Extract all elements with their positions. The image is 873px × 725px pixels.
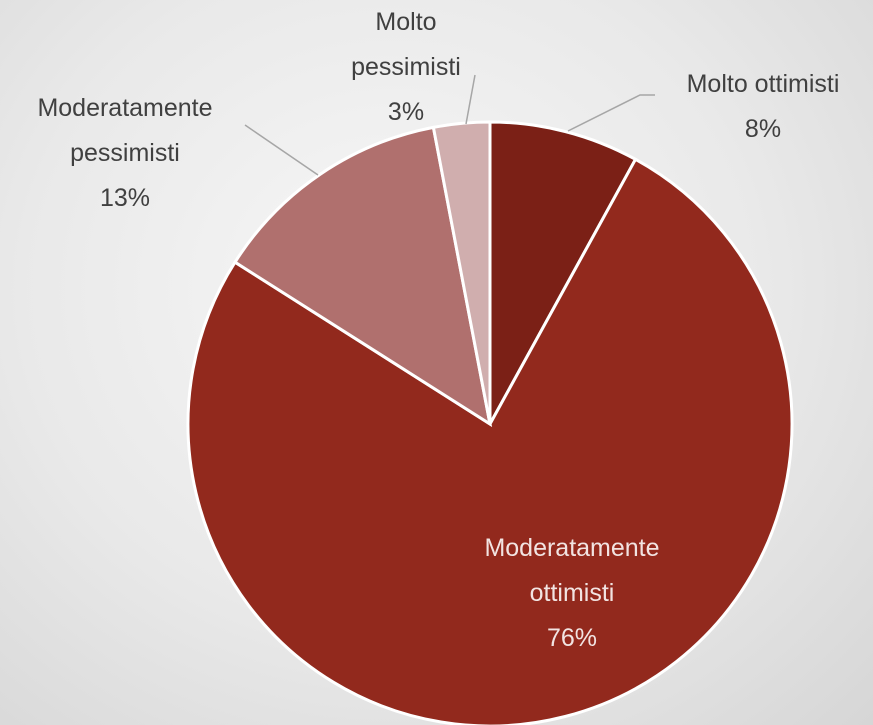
pie-slice — [186, 157, 794, 725]
category-label: Molto pessimisti — [351, 8, 461, 81]
pie-slice — [431, 120, 492, 425]
data-label: Moderatamente pessimisti 13% — [10, 86, 240, 221]
pie-slice — [488, 120, 638, 425]
value-label: 13% — [99, 184, 151, 212]
leader-line — [244, 124, 319, 176]
category-label: Molto ottimisti — [686, 70, 840, 98]
value-label: 76% — [546, 624, 598, 652]
category-label: Moderatamente ottimisti — [484, 534, 660, 607]
leader-line — [567, 94, 655, 132]
value-label: 3% — [387, 98, 425, 126]
data-label: Moderatamente ottimisti 76% — [467, 526, 677, 661]
category-label: Moderatamente pessimisti — [37, 94, 213, 167]
leader-line — [465, 74, 476, 125]
data-label: Molto ottimisti 8% — [633, 62, 873, 152]
data-label: Molto pessimisti 3% — [336, 0, 476, 135]
value-label: 8% — [744, 115, 782, 143]
pie-slice — [232, 125, 493, 428]
